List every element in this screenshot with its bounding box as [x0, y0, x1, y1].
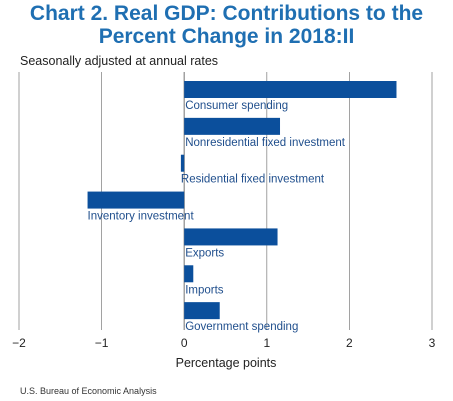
bar-chart: Consumer spending Nonresidential fixed in…	[12, 72, 436, 370]
bars	[87, 81, 397, 320]
bar	[184, 81, 397, 98]
category-label: Exports	[185, 247, 224, 259]
x-tick-label: 1	[263, 336, 270, 350]
bar	[180, 154, 185, 172]
x-axis-title: Percentage points	[176, 356, 277, 370]
category-label: Residential fixed investment	[181, 174, 325, 186]
bar	[184, 302, 220, 320]
source-note: U.S. Bureau of Economic Analysis	[20, 386, 157, 396]
x-tick-label: −2	[12, 336, 26, 350]
category-label: Government spending	[185, 321, 298, 333]
bar	[184, 265, 194, 283]
bar	[184, 117, 281, 135]
bar	[184, 228, 278, 246]
x-tick-label: −1	[95, 336, 109, 350]
chart-subtitle: Seasonally adjusted at annual rates	[20, 54, 219, 68]
chart-title-line-2: Percent Change in 2018:II	[98, 25, 355, 48]
x-tick-label: 3	[429, 336, 436, 350]
bar	[87, 191, 185, 209]
category-labels: Consumer spending Nonresidential fixed in…	[88, 100, 346, 333]
category-label: Consumer spending	[185, 100, 288, 112]
category-label: Imports	[185, 284, 224, 296]
chart-title: Chart 2. Real GDP: Contributions to the …	[0, 2, 453, 48]
x-tick-labels: −2 −1 0 1 2 3	[12, 336, 436, 350]
x-tick-label: 2	[346, 336, 353, 350]
category-label: Inventory investment	[88, 211, 195, 223]
x-tick-label: 0	[181, 336, 188, 350]
chart-title-line-1: Chart 2. Real GDP: Contributions to the	[29, 2, 424, 25]
category-label: Nonresidential fixed investment	[185, 137, 346, 149]
